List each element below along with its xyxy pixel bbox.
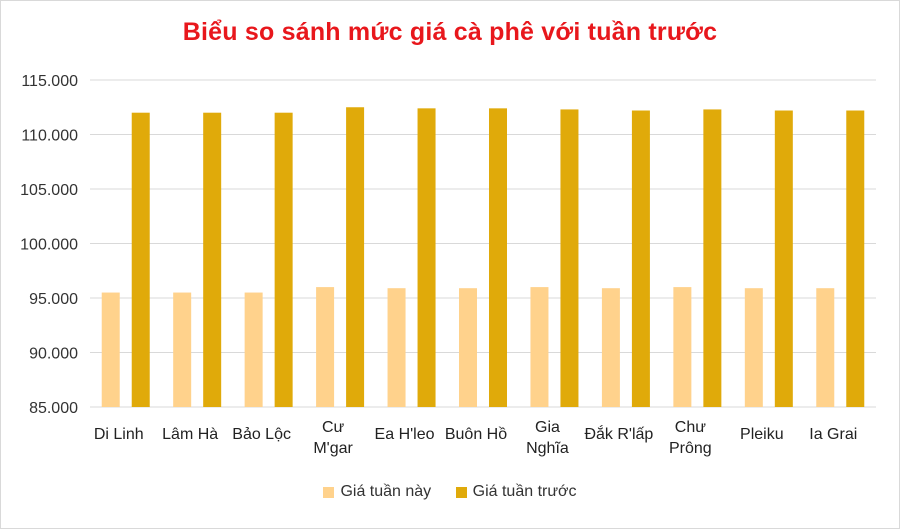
bar-this-week xyxy=(816,288,835,407)
bar-this-week xyxy=(387,288,406,407)
bar-last-week xyxy=(560,109,579,408)
bar-this-week xyxy=(244,292,263,407)
bar-this-week xyxy=(601,288,620,407)
bar-last-week xyxy=(774,110,793,408)
x-category-label: Ea H'leo xyxy=(375,426,435,443)
legend: Giá tuần này Giá tuần trước xyxy=(0,483,900,503)
x-category-label: Buôn Hồ xyxy=(445,426,507,443)
legend-swatch-this-week xyxy=(323,486,335,498)
bar-last-week xyxy=(489,108,507,407)
bar-last-week xyxy=(417,108,436,407)
bar-this-week xyxy=(316,287,335,407)
y-tick-label: 90.000 xyxy=(29,346,78,363)
bar-this-week xyxy=(530,287,549,407)
bar-last-week xyxy=(846,110,865,408)
x-category-label: Pleiku xyxy=(740,426,784,443)
bar-last-week xyxy=(203,112,222,407)
x-category-label: Lâm Hà xyxy=(162,426,218,443)
legend-item-this-week: Giá tuần này xyxy=(323,483,431,501)
y-tick-label: 85.000 xyxy=(29,400,78,417)
legend-swatch-last-week xyxy=(455,486,467,498)
x-category-label: Ia Grai xyxy=(809,426,857,443)
x-category-label: Chư Prông xyxy=(669,419,712,457)
bar-last-week xyxy=(131,112,150,407)
x-category-label: Bảo Lộc xyxy=(232,426,291,443)
y-tick-label: 95.000 xyxy=(29,291,78,308)
bar-this-week xyxy=(173,292,192,407)
x-category-label: Đắk R'lấp xyxy=(584,424,653,443)
legend-label-this-week: Giá tuần này xyxy=(340,483,432,500)
bar-last-week xyxy=(703,109,722,408)
bar-this-week xyxy=(744,288,763,407)
y-tick-label: 110.000 xyxy=(21,128,78,145)
bar-this-week xyxy=(101,292,120,407)
bar-last-week xyxy=(274,112,293,407)
x-category-label: Gia Nghĩa xyxy=(526,419,569,457)
bar-last-week xyxy=(631,110,650,408)
y-tick-label: 105.000 xyxy=(20,182,78,199)
x-category-label: Cư M'gar xyxy=(313,419,353,457)
y-tick-label: 115.000 xyxy=(21,73,78,90)
chart-title: Biểu so sánh mức giá cà phê với tuần trư… xyxy=(182,18,718,46)
legend-label-last-week: Giá tuần trước xyxy=(472,483,577,500)
bar-last-week xyxy=(346,107,365,407)
bar-this-week xyxy=(459,288,477,407)
y-tick-label: 100.000 xyxy=(20,237,78,254)
bar-this-week xyxy=(673,287,692,407)
legend-item-last-week: Giá tuần trước xyxy=(455,483,577,501)
x-category-label: Di Linh xyxy=(94,426,144,443)
